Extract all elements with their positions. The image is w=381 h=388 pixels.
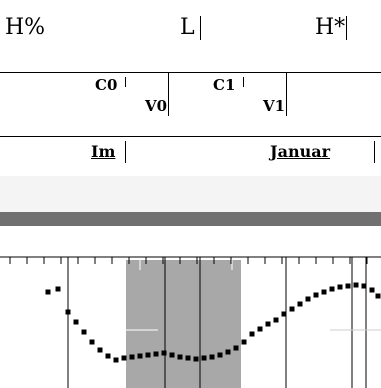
pitch-point [81,329,87,335]
pitch-point [153,351,159,357]
tone-label-h-percent[interactable]: H% [5,15,46,40]
pitch-point [257,326,263,332]
pitch-point [169,352,175,358]
pitch-point [289,306,295,312]
break-marker-v0 [168,73,169,116]
breaks-tier-border [0,72,381,73]
pitch-point [89,339,95,345]
selection-region[interactable] [126,260,241,388]
pitch-contour [45,282,381,363]
pitch-point [249,331,255,337]
break-label-v0[interactable]: V0 [145,97,168,115]
break-marker-c0 [125,77,126,87]
tone-label-h-star[interactable]: H* [315,15,346,40]
pitch-point [305,296,311,302]
pitch-point [241,339,247,345]
words-tier: Im Januar [0,137,381,177]
time-axis-ticks [9,257,368,264]
pitch-point [375,293,381,299]
pitch-point [345,283,351,289]
word-marker-januar [374,141,375,163]
pitch-point [353,282,359,288]
word-label-im[interactable]: Im [91,142,116,161]
pitch-point [177,354,183,360]
pitch-point [321,289,327,295]
pitch-point [113,357,119,363]
words-tier-border [0,136,381,137]
pitch-point [313,292,319,298]
pitch-point [265,321,271,327]
pitch-point [273,317,279,323]
word-marker-im [125,141,126,163]
pitch-point [161,350,167,356]
pitch-point [121,355,127,361]
pitch-point [329,286,335,292]
pitch-point [233,345,239,351]
pitch-point [45,289,51,295]
pitch-point [337,284,343,290]
pitch-point [297,301,303,307]
pitch-point [137,353,143,359]
pitch-point [201,355,207,361]
pitch-point [97,347,103,353]
tones-tier: H% L H* [0,0,381,70]
break-label-c1[interactable]: C1 [213,76,236,94]
divider-bar[interactable] [0,212,381,226]
tone-marker-h-star [346,16,347,40]
pitch-point [185,355,191,361]
break-marker-v1 [286,73,287,116]
break-label-c0[interactable]: C0 [95,76,118,94]
pitch-point [129,354,135,360]
pitch-point [105,353,111,359]
pitch-point [361,283,367,289]
breaks-tier: C0 V0 C1 V1 [0,73,381,133]
pitch-point [193,356,199,362]
faint-band [0,176,381,212]
pitch-point [369,287,375,293]
pitch-point [145,352,151,358]
tone-label-l[interactable]: L [180,15,195,40]
pitch-point [73,319,79,325]
pitch-point [225,349,231,355]
pitch-point [281,311,287,317]
break-label-v1[interactable]: V1 [263,97,286,115]
pitch-point [65,309,71,315]
pitch-point [209,354,215,360]
break-marker-c1 [243,77,244,87]
word-label-januar[interactable]: Januar [270,142,330,161]
pitch-point [55,286,61,292]
pitch-panel[interactable] [0,226,381,388]
pitch-point [217,352,223,358]
tone-marker-l [200,16,201,40]
